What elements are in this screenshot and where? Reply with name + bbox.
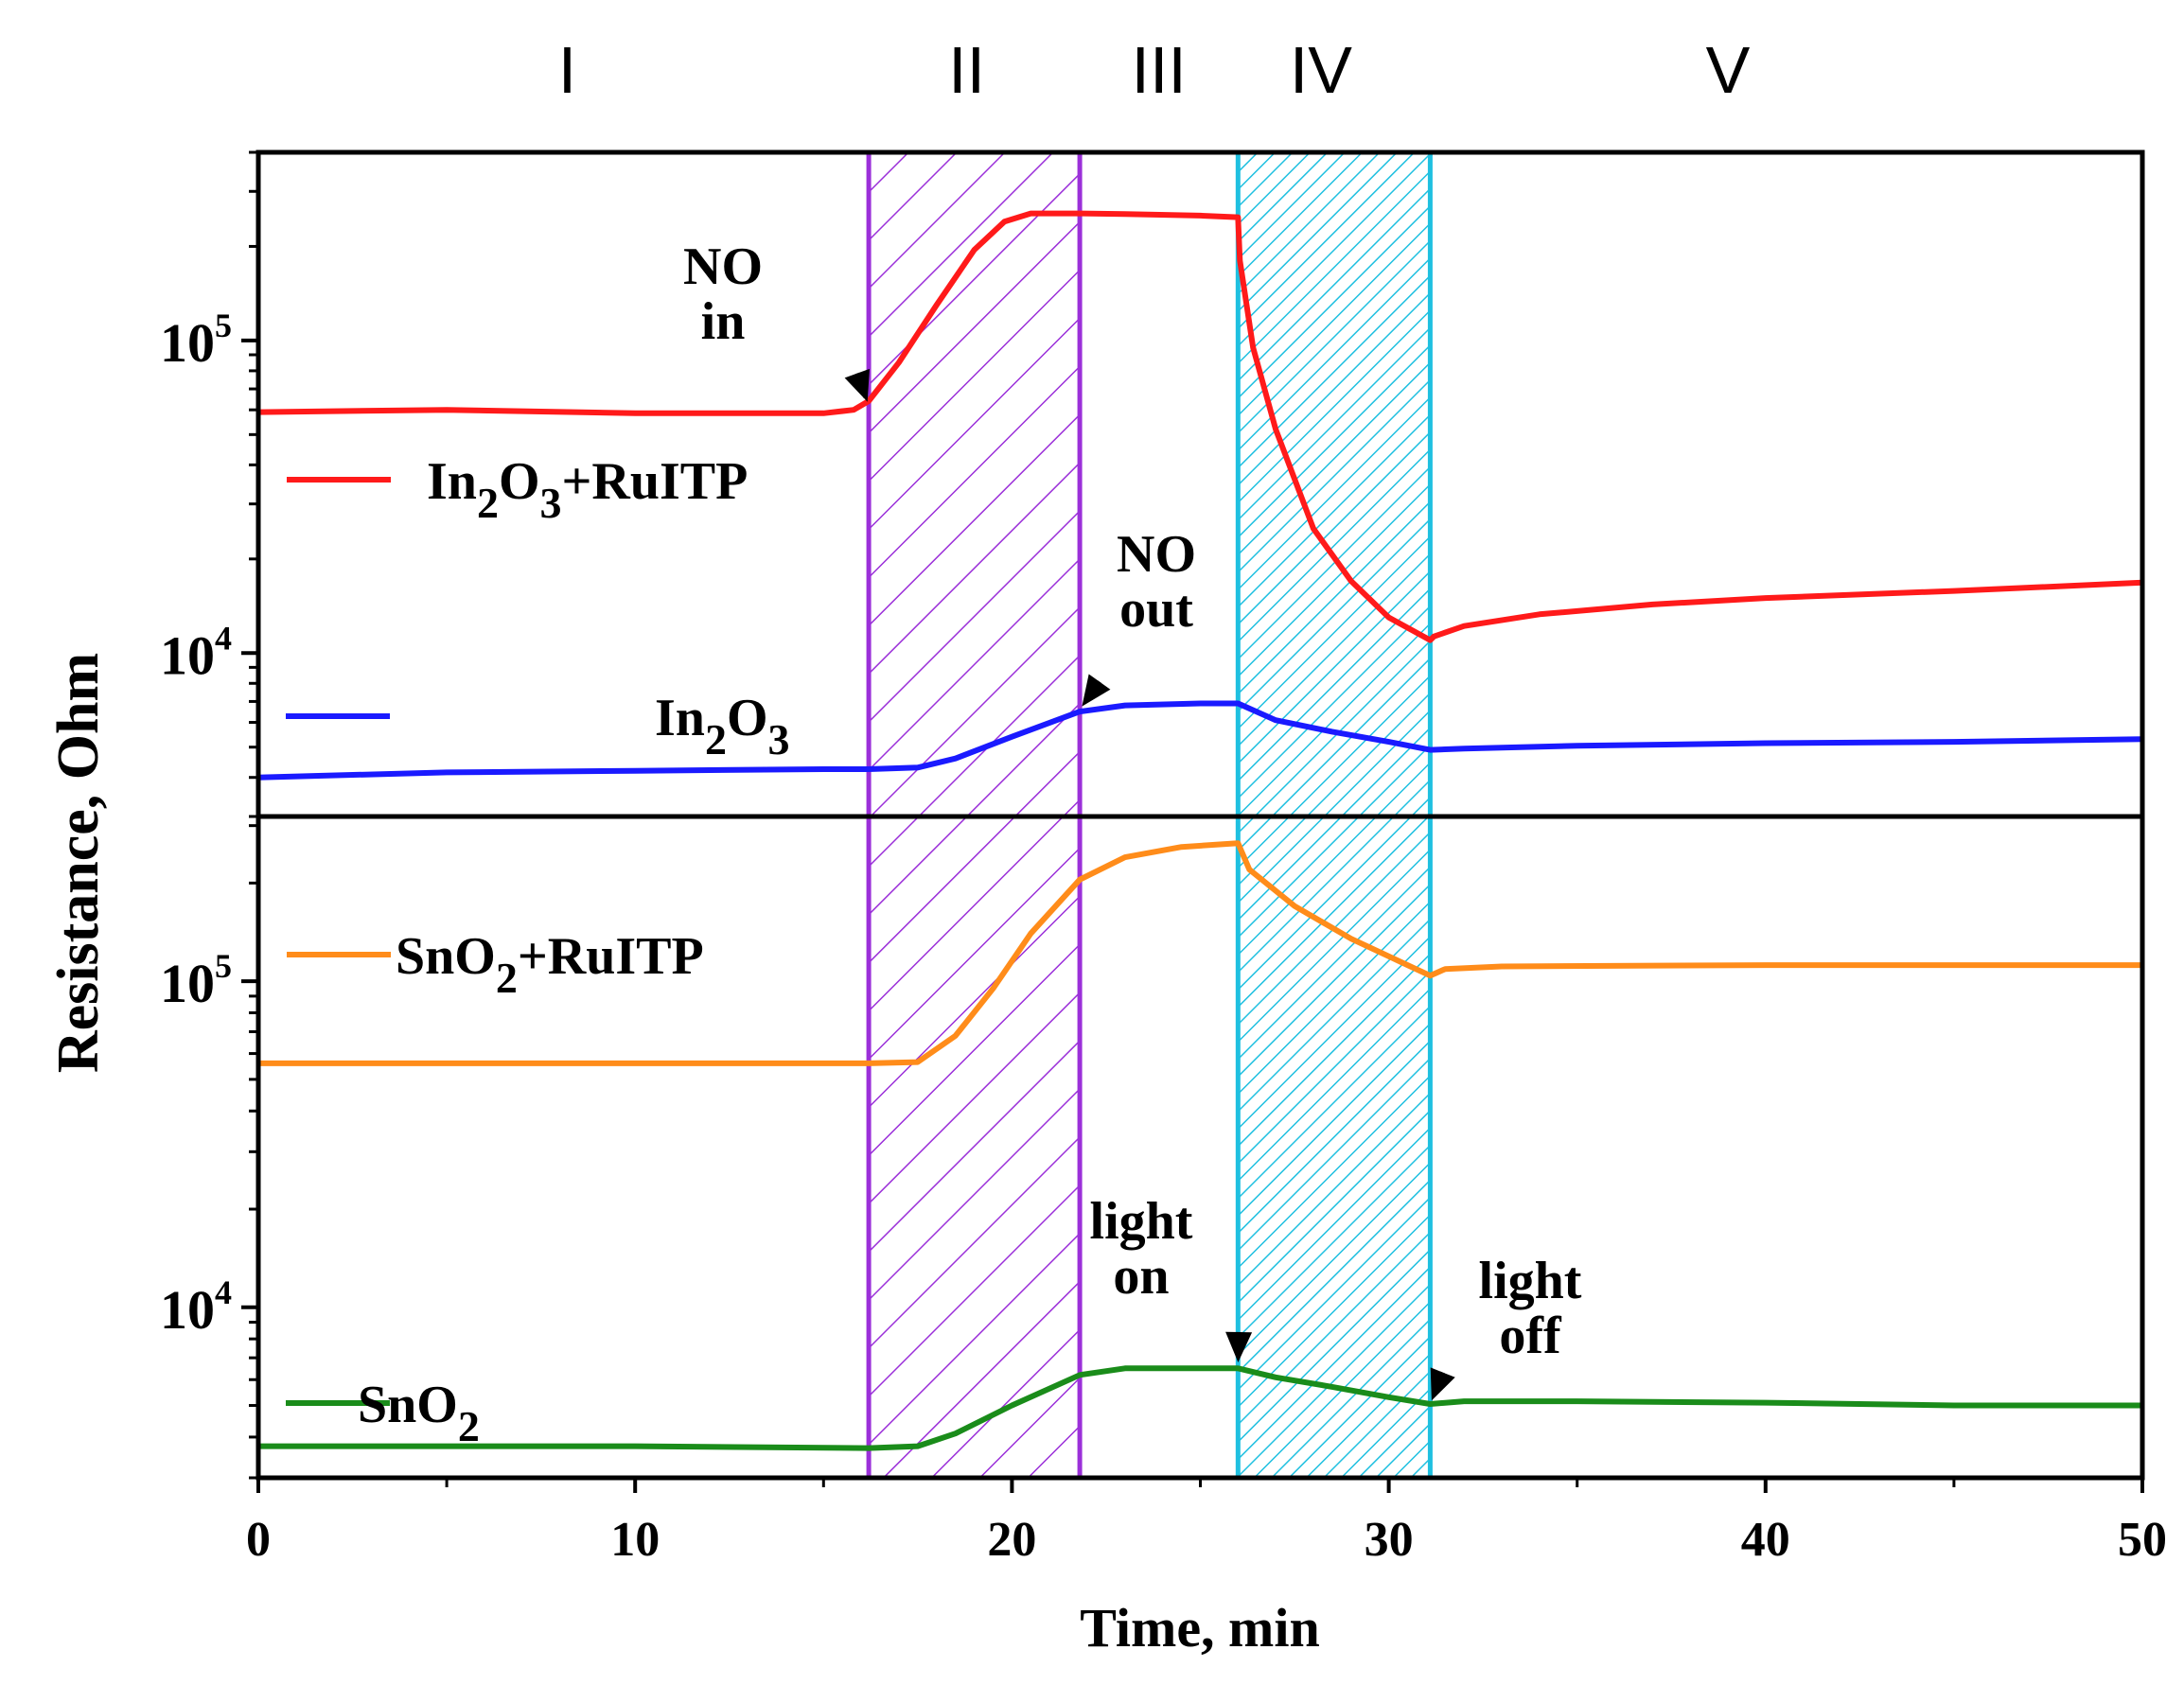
stage-label: I [558, 33, 576, 107]
labels: Time, min Resistance, Ohm 0 10 20 30 40 50 104… [46, 307, 2167, 1659]
annotation-text: on [1113, 1247, 1169, 1306]
stage-labels: I II III IV V [558, 33, 1751, 107]
x-axis-title: Time, min [1080, 1597, 1320, 1659]
annotation-text: off [1499, 1307, 1562, 1365]
annotation-text: light [1479, 1252, 1582, 1310]
x-tick-label: 40 [1741, 1513, 1790, 1567]
legend: In2O3+RuITP In2O3 SnO2+RuITP SnO2 [286, 452, 790, 1450]
stage-label: V [1706, 33, 1751, 107]
y-axis-title: Resistance, Ohm [46, 653, 111, 1073]
series-line-bottom-0 [258, 840, 2142, 1066]
series-line-bottom-1 [258, 1365, 2142, 1451]
x-tick-label: 50 [2118, 1513, 2167, 1567]
legend-label: In2O3+RuITP [427, 452, 748, 527]
legend-label: SnO2 [358, 1376, 480, 1450]
series-line-top-1 [258, 700, 2142, 781]
x-tick-label: 30 [1365, 1513, 1414, 1567]
y-tick-label: 104 [160, 1273, 232, 1341]
legend-label: In2O3 [655, 689, 790, 764]
annotation-text: NO [683, 237, 763, 296]
y-tick-label: 105 [160, 307, 232, 374]
x-tick-label: 0 [246, 1513, 271, 1567]
stage-label: II [948, 33, 985, 107]
annotation-arrow-head [844, 368, 870, 402]
panel-bottom-series [258, 840, 2142, 1451]
x-tick-label: 20 [987, 1513, 1036, 1567]
y-tick-label: 105 [160, 947, 232, 1014]
annotation-arrow-head [1082, 674, 1111, 707]
ticks [241, 150, 2144, 1493]
annotation-arrow-head [1430, 1367, 1455, 1401]
stage-label: III [1132, 33, 1187, 107]
annotation-arrow-head [1225, 1331, 1253, 1362]
annotation-text: light [1090, 1192, 1193, 1251]
axes [255, 149, 2145, 1481]
legend-label: SnO2+RuITP [396, 927, 704, 1002]
x-tick-label: 10 [610, 1513, 660, 1567]
series-line-top-0 [258, 210, 2142, 643]
annotation-text: in [701, 292, 746, 351]
annotation-text: NO [1117, 525, 1196, 584]
series-layer [258, 210, 2142, 1451]
panel-top-series [258, 210, 2142, 781]
annotation-text: out [1119, 580, 1193, 639]
stage-label: IV [1290, 33, 1352, 107]
y-tick-label: 104 [160, 619, 232, 686]
